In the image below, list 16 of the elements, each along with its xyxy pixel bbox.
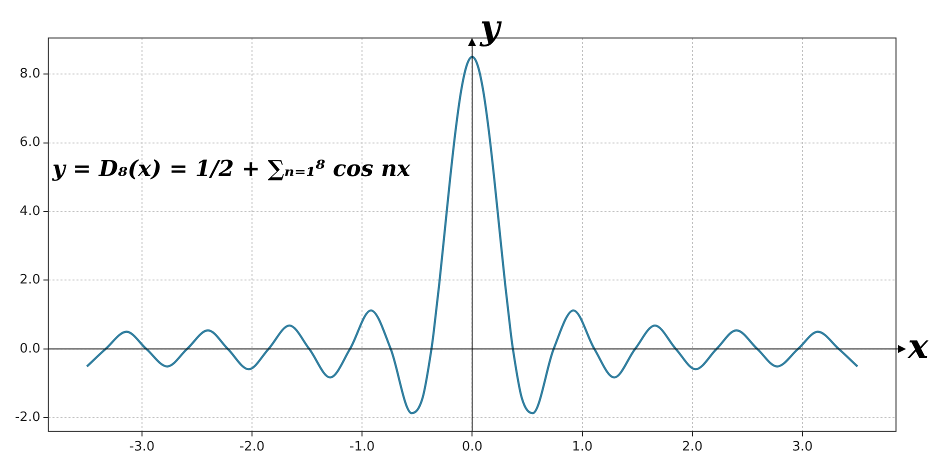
y-tick-label: 2.0 xyxy=(20,272,40,288)
x-tick-label: 2.0 xyxy=(682,440,703,455)
y-tick-label: 4.0 xyxy=(20,204,40,219)
x-tick-label: 1.0 xyxy=(572,440,593,455)
y-axis-title: y xyxy=(479,8,502,48)
x-tick-label: -1.0 xyxy=(349,440,375,455)
y-tick-label: -2.0 xyxy=(14,410,40,426)
x-axis-title: x xyxy=(907,326,929,367)
x-tick-label: 0.0 xyxy=(462,440,483,455)
x-tick-label: -2.0 xyxy=(239,440,265,455)
y-tick-label: 6.0 xyxy=(20,135,40,150)
annotation: y = D₈(x) = 1/2 + ∑ₙ₌₁⁸ cos nx xyxy=(51,156,411,182)
x-tick-label: -3.0 xyxy=(129,440,155,455)
x-tick-label: 3.0 xyxy=(792,440,813,455)
y-tick-label: 8.0 xyxy=(20,66,40,82)
y-tick-label: 0.0 xyxy=(20,341,40,356)
